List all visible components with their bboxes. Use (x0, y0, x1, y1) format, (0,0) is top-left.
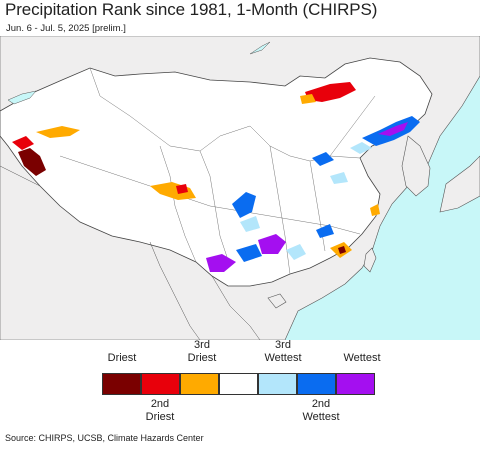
2nd-wettest-patch-central (232, 192, 256, 218)
legend-swatch-3rd-wettest (258, 373, 297, 395)
3rd-driest-patch-west (36, 126, 80, 138)
3rd-wettest-patch-northeast (350, 142, 372, 154)
2nd-wettest-patch-south (236, 244, 262, 262)
2nd-wettest-patch-east (316, 224, 334, 238)
driest-patch-north (305, 82, 356, 102)
wettest-patch-northeast-core (378, 122, 408, 136)
legend-label-3rd-driest: 3rd Driest (187, 339, 217, 364)
legend-swatch-2nd-driest (141, 373, 180, 395)
2nd-driest-patch-central (176, 184, 188, 194)
lake (249, 41, 271, 55)
taiwan-island (363, 247, 377, 273)
legend-swatch-wettest (336, 373, 375, 395)
3rd-wettest-patch-north (330, 172, 348, 184)
driest-patch-west (18, 148, 46, 176)
3rd-wettest-patch-south (286, 244, 306, 260)
legend-label-wettest: Wettest (343, 352, 381, 364)
3rd-driest-patch-north (300, 94, 316, 104)
3rd-driest-patch-east (370, 204, 380, 216)
driest-patch-south (338, 246, 346, 254)
precipitation-rank-map (0, 36, 480, 340)
wettest-patch-south (258, 234, 286, 254)
legend-label-2nd-wettest: 2nd Wettest (302, 398, 340, 423)
legend-label-2nd-driest: 2nd Driest (145, 398, 175, 423)
legend-swatch-2nd-wettest (297, 373, 336, 395)
japan-islands (439, 155, 480, 213)
2nd-wettest-patch-north (312, 152, 334, 166)
legend-swatch-driest (102, 373, 141, 395)
3rd-wettest-patch-central (240, 216, 260, 232)
hainan-island (267, 293, 287, 309)
korea-peninsula (401, 135, 431, 197)
legend-label-driest: Driest (107, 352, 137, 364)
map-title: Precipitation Rank since 1981, 1-Month (… (5, 0, 378, 19)
legend-label-3rd-wettest: 3rd Wettest (264, 339, 302, 364)
map-subtitle: Jun. 6 - Jul. 5, 2025 [prelim.] (6, 23, 126, 34)
legend-swatch-3rd-driest (180, 373, 219, 395)
wet-patches (206, 116, 420, 272)
dry-patches (12, 82, 380, 258)
2nd-driest-patch-west (12, 136, 34, 150)
lake (7, 90, 37, 105)
wettest-patch-southwest (206, 254, 236, 272)
source-credit: Source: CHIRPS, UCSB, Climate Hazards Ce… (5, 433, 204, 443)
country-borders (0, 165, 261, 340)
legend-swatch-normal (219, 373, 258, 395)
